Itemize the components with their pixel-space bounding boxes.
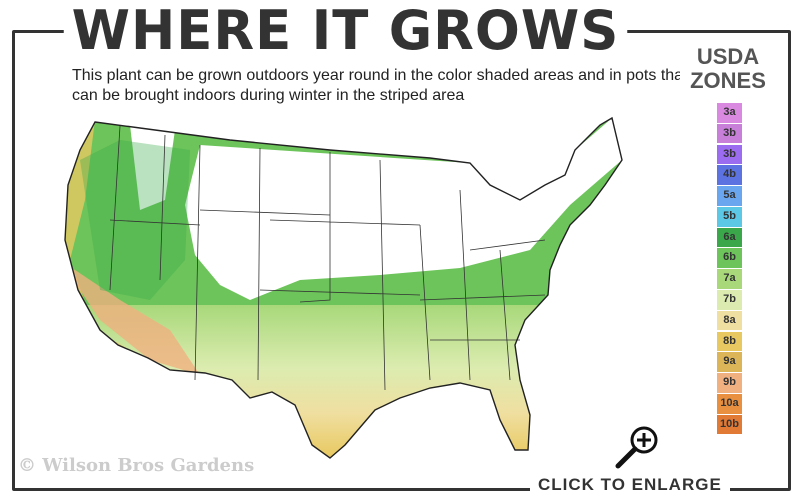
legend-zone-8a: 8a	[717, 310, 742, 331]
legend-title: USDA ZONES	[680, 45, 776, 93]
not-hardy-striped-area	[185, 118, 622, 300]
legend-zone-6a: 6a	[717, 227, 742, 248]
legend-zone-7a: 7a	[717, 269, 742, 289]
southwest-zone	[65, 260, 200, 375]
legend-zone-10b: 10b	[717, 414, 742, 435]
page-title: WHERE IT GROWS	[63, 0, 628, 62]
legend-zone-5b: 5b	[717, 206, 742, 227]
legend-title-usda: USDA	[696, 44, 760, 69]
legend-zone-8b: 8b	[717, 331, 742, 352]
magnifier-plus-icon[interactable]	[612, 424, 664, 470]
usda-zone-map[interactable]	[40, 100, 640, 480]
subtitle: This plant can be grown outdoors year ro…	[72, 67, 688, 104]
legend-zone-5a: 5a	[717, 186, 742, 206]
state-borders	[109, 125, 546, 391]
legend-title-zones: ZONES	[690, 68, 766, 93]
legend-zone-9b: 9b	[717, 373, 742, 393]
legend-zone-10a: 10a	[717, 393, 742, 414]
zone-legend: 3a 3b 3b 4b 5a 5b 6a 6b 7a 7b 8a 8b 9a 9b 10a 10b	[717, 103, 742, 436]
legend-zone-3b: 3b	[717, 144, 742, 165]
legend-zone-7b: 7b	[717, 290, 742, 310]
click-to-enlarge-link[interactable]: CLICK TO ENLARGE	[530, 474, 730, 496]
legend-zone-3b: 3b	[717, 123, 742, 144]
northwest-mountain-area	[130, 125, 175, 210]
west-green-zone	[80, 140, 190, 300]
legend-zone-9a: 9a	[717, 352, 742, 372]
legend-zone-6b: 6b	[717, 248, 742, 269]
legend-zone-4b: 4b	[717, 165, 742, 185]
copyright-watermark: © Wilson Bros Gardens	[18, 455, 255, 476]
legend-zone-3a: 3a	[717, 103, 742, 123]
